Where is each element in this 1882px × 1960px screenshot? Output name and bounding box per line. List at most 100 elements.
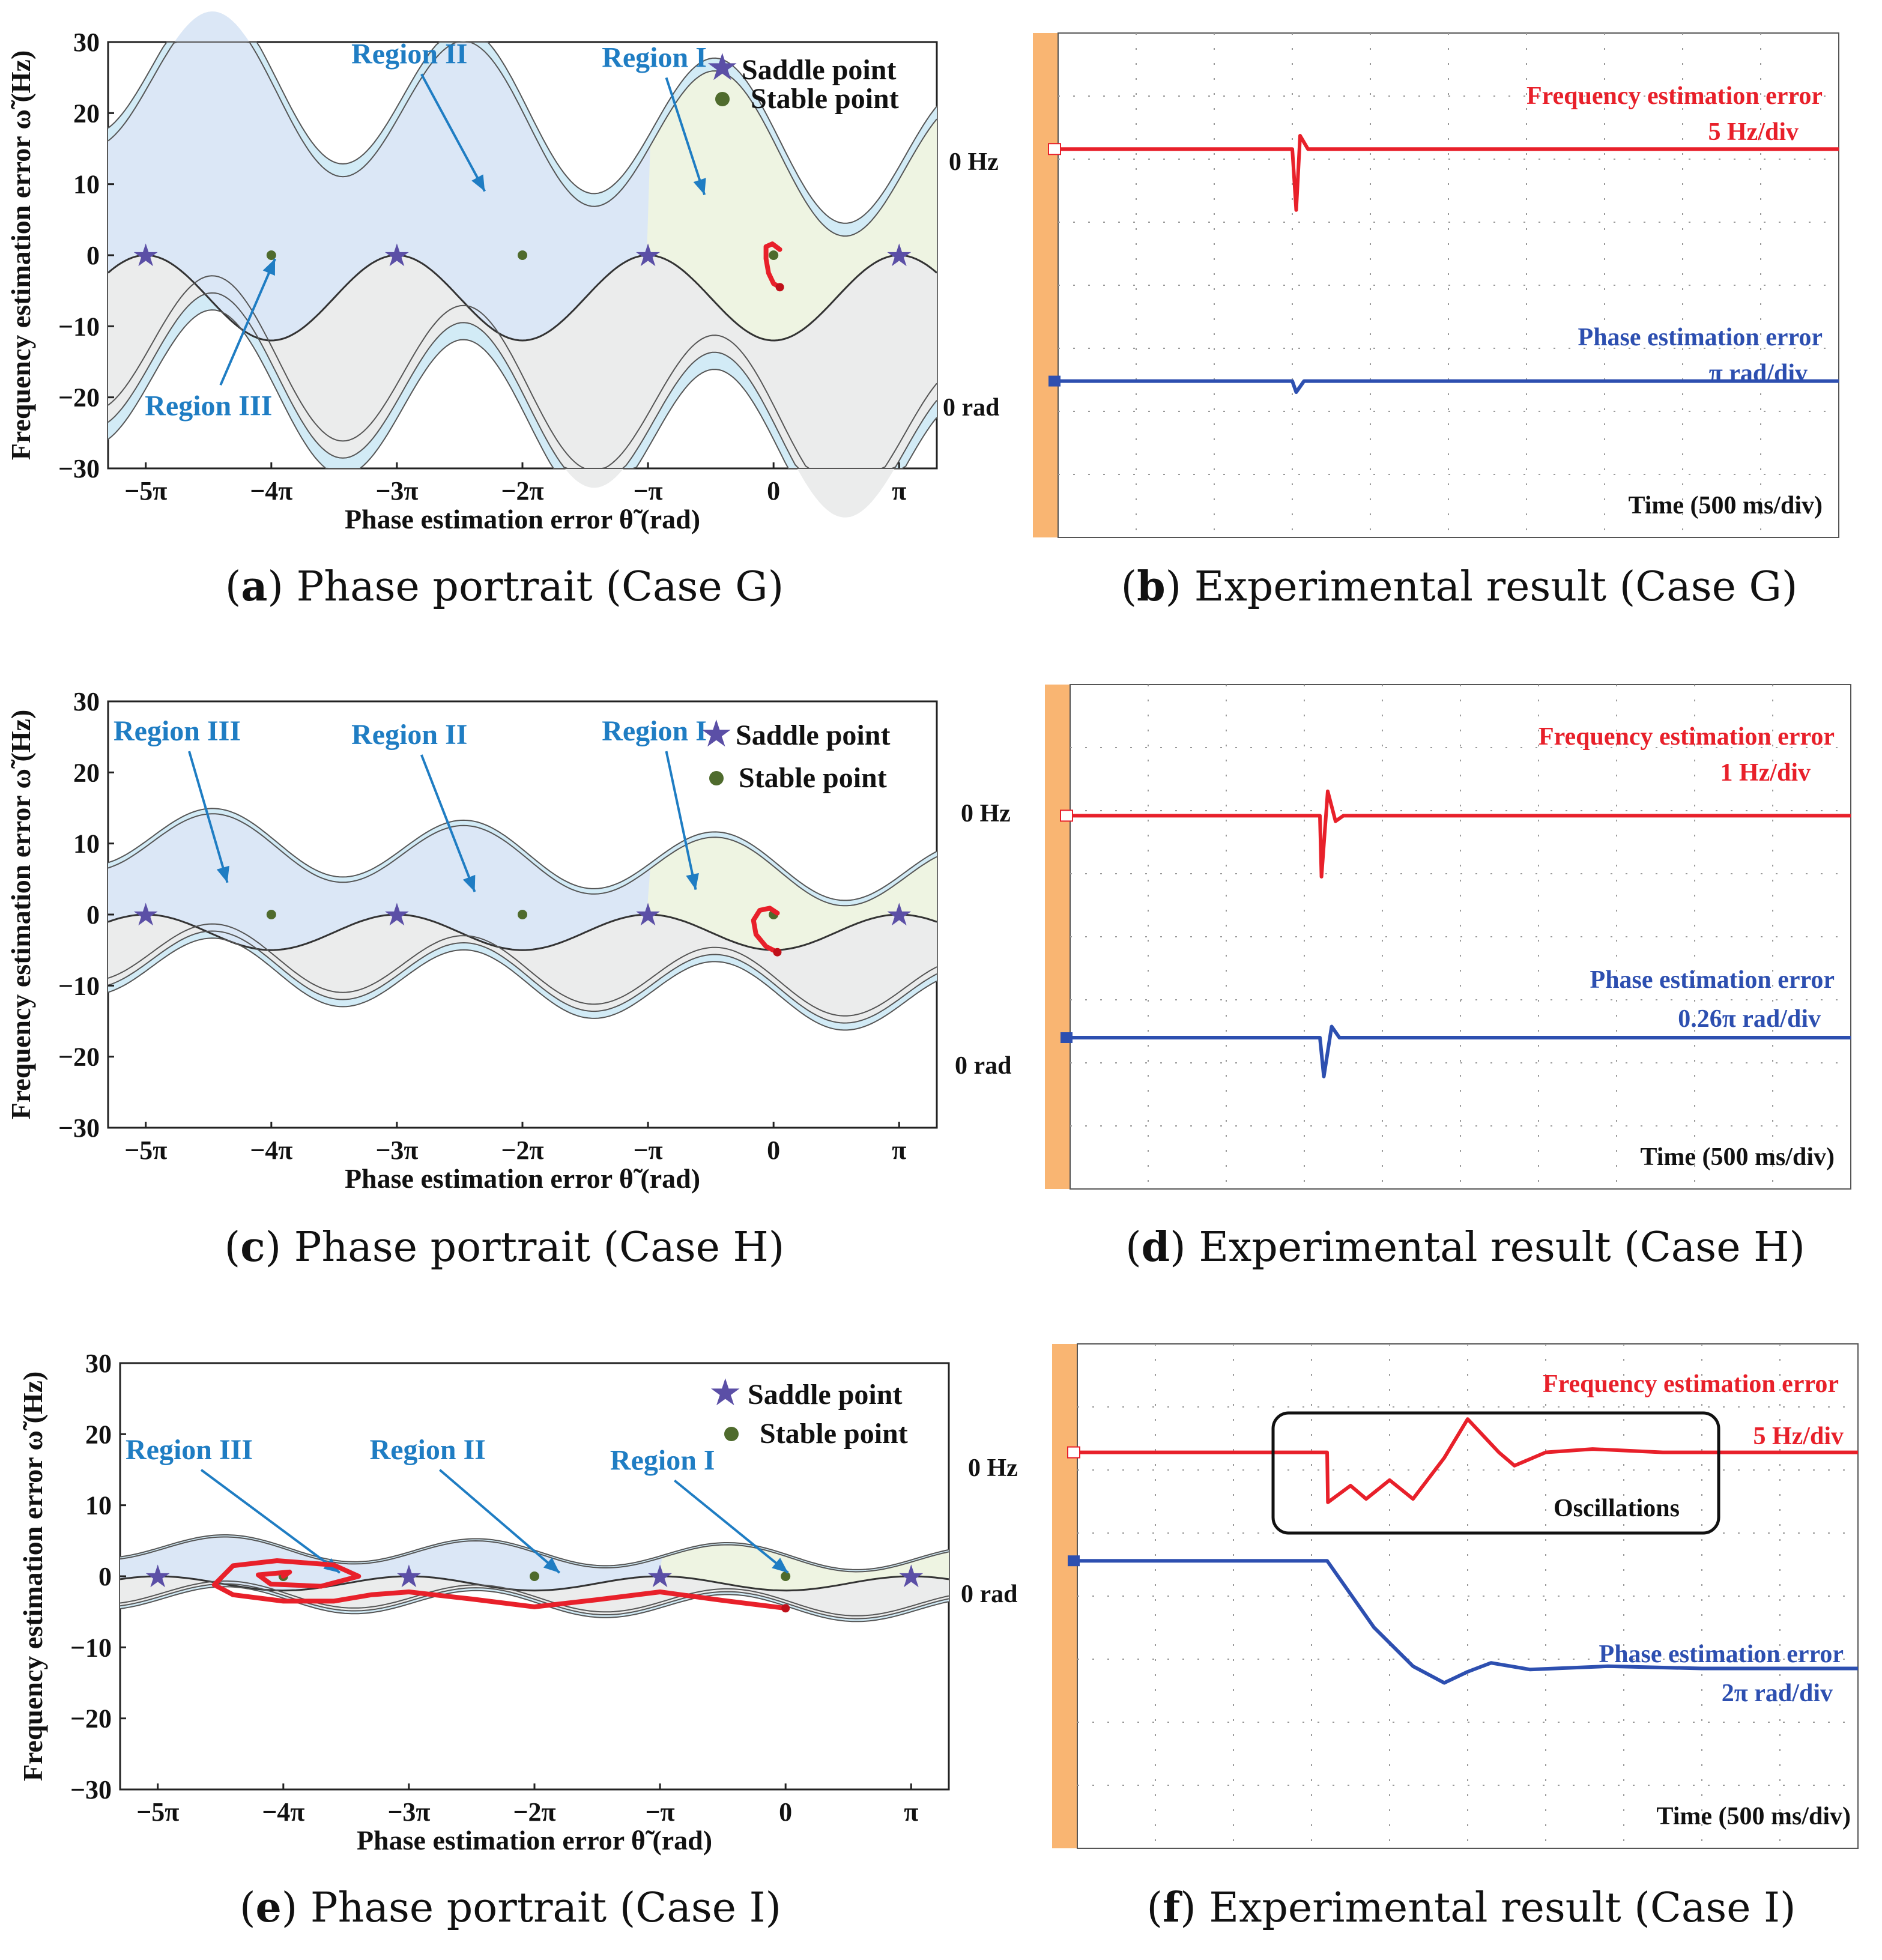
zero-rad-label: 0 rad <box>961 1580 1018 1608</box>
zero-rad-label: 0 rad <box>943 394 1000 422</box>
y-tick-label: 20 <box>85 1420 112 1449</box>
caption-letter: c <box>240 1223 265 1271</box>
saddle-star-icon: ★ <box>709 1373 742 1414</box>
plot-content: −5π −4π −3π −2π −π 0 π 30 20 10 0 −10 −20 −30 ★ ★ ★ ★ Regi… <box>70 1349 949 1827</box>
trajectory-path <box>763 241 782 290</box>
scope-left-bar <box>1052 1344 1077 1848</box>
legend-stable-label: Stable point <box>739 762 887 794</box>
stable-dot-icon <box>724 1427 739 1441</box>
region-arrow-line <box>219 258 276 386</box>
freq-scale: 5 Hz/div <box>1708 118 1799 146</box>
x-tick-label: −π <box>633 1136 662 1165</box>
zero-hz-label: 0 Hz <box>961 800 1011 827</box>
saddle-point-marker: ★ <box>395 1560 423 1594</box>
frequency-error-trace <box>1070 789 1851 879</box>
x-axis-label: Phase estimation error θ̃ (rad) <box>345 504 700 534</box>
scope-grid <box>1058 33 1839 537</box>
caption-text: Experimental result (Case I) <box>1196 1884 1796 1932</box>
y-tick-label: 10 <box>73 170 100 199</box>
zero-hz-label: 0 Hz <box>968 1454 1018 1482</box>
caption-letter: a <box>241 563 267 611</box>
saddle-point-marker: ★ <box>897 1560 925 1594</box>
phase-error-trace <box>1070 1024 1851 1078</box>
separatrix-line <box>107 254 937 342</box>
legend: ★ Saddle point Stable point <box>709 1373 908 1450</box>
region-arrow-line <box>438 1469 561 1574</box>
region-arrow-line <box>420 754 476 892</box>
region-arrow-line <box>665 751 697 890</box>
phase-title: Phase estimation error <box>1599 1641 1844 1668</box>
region-label: Region III <box>126 1434 253 1466</box>
caption-text: Phase portrait (Case I) <box>297 1884 781 1932</box>
legend: ★ Saddle point Stable point <box>700 714 890 794</box>
phase-scale: 2π rad/div <box>1722 1680 1833 1707</box>
boundary-lower-2-line <box>120 1583 949 1620</box>
x-tick-label: −π <box>633 476 662 506</box>
x-tick-label: −4π <box>262 1797 304 1827</box>
boundary-upper-line <box>107 41 937 237</box>
region-arrow-head <box>772 1558 788 1573</box>
y-tick-label: 10 <box>85 1491 112 1520</box>
saddle-point-marker: ★ <box>383 239 411 273</box>
stable-point-marker <box>781 1571 791 1581</box>
y-tick-label: −10 <box>58 312 100 341</box>
frequency-error-trace <box>1058 134 1839 212</box>
scope-traces <box>1048 134 1839 395</box>
caption-letter: b <box>1137 563 1166 611</box>
saddle-point-marker: ★ <box>383 898 411 933</box>
x-axis-label: Phase estimation error θ̃ (rad) <box>357 1825 712 1856</box>
region-arrow-line <box>188 751 229 883</box>
saddle-point-marker: ★ <box>634 239 662 273</box>
y-tick-label: 0 <box>98 1562 112 1591</box>
x-tick-label: 0 <box>767 1136 780 1165</box>
x-tick-label: −π <box>645 1797 674 1827</box>
region-arrow-head <box>543 1557 560 1573</box>
phase-title: Phase estimation error <box>1590 966 1835 994</box>
y-tick-label: −30 <box>70 1775 112 1804</box>
x-tick-label: −5π <box>124 476 167 506</box>
freq-scale: 5 Hz/div <box>1753 1423 1844 1450</box>
legend-saddle-label: Saddle point <box>736 719 890 751</box>
separatrix-line <box>107 913 937 951</box>
y-tick-label: 30 <box>85 1349 112 1378</box>
region-label: Region II <box>351 719 467 751</box>
caption-letter: d <box>1142 1223 1170 1271</box>
channel-1-marker <box>1068 1555 1080 1567</box>
stable-dot-icon <box>715 92 730 106</box>
channel-2-marker <box>1048 143 1061 156</box>
y-tick-label: −30 <box>58 454 100 483</box>
y-tick-label: −10 <box>70 1633 112 1662</box>
x-tick-label: −3π <box>375 476 418 506</box>
caption-c: (c) Phase portrait (Case H) <box>225 1223 785 1271</box>
scope-left-bar <box>1033 33 1058 537</box>
saddle-point-marker: ★ <box>634 898 662 933</box>
freq-title: Frequency estimation error <box>1526 82 1823 110</box>
region-arrow-line <box>665 77 706 196</box>
scope-case-h: Frequency estimation error 1 Hz/div Phas… <box>955 684 1851 1190</box>
phase-error-trace <box>1058 379 1839 395</box>
time-label: Time (500 ms/div) <box>1656 1803 1851 1830</box>
trajectory-start-marker <box>781 1604 790 1613</box>
scope-traces <box>1067 1417 1858 1685</box>
region-arrow-head <box>462 874 476 892</box>
trajectory-path <box>751 906 780 955</box>
zero-rad-label: 0 rad <box>955 1052 1012 1080</box>
channel-1-marker <box>1061 1032 1073 1043</box>
scope-grid <box>1070 685 1851 1189</box>
stable-point-marker <box>518 250 527 260</box>
boundary-lower-2-line <box>107 930 937 1024</box>
boundary-upper-line <box>107 813 937 907</box>
x-tick-label: −4π <box>250 476 292 506</box>
stable-point-marker <box>518 910 527 919</box>
oscillations-label: Oscillations <box>1554 1495 1680 1522</box>
legend-stable-label: Stable point <box>751 83 899 115</box>
trajectory-start-marker <box>775 283 784 292</box>
boundary-top-line <box>107 808 937 901</box>
saddle-point-marker: ★ <box>132 239 160 273</box>
x-tick-label: −2π <box>513 1797 555 1827</box>
x-tick-label: π <box>904 1797 918 1827</box>
phase-title: Phase estimation error <box>1578 324 1823 351</box>
saddle-star-icon: ★ <box>700 714 733 755</box>
region-i-band <box>108 71 937 340</box>
